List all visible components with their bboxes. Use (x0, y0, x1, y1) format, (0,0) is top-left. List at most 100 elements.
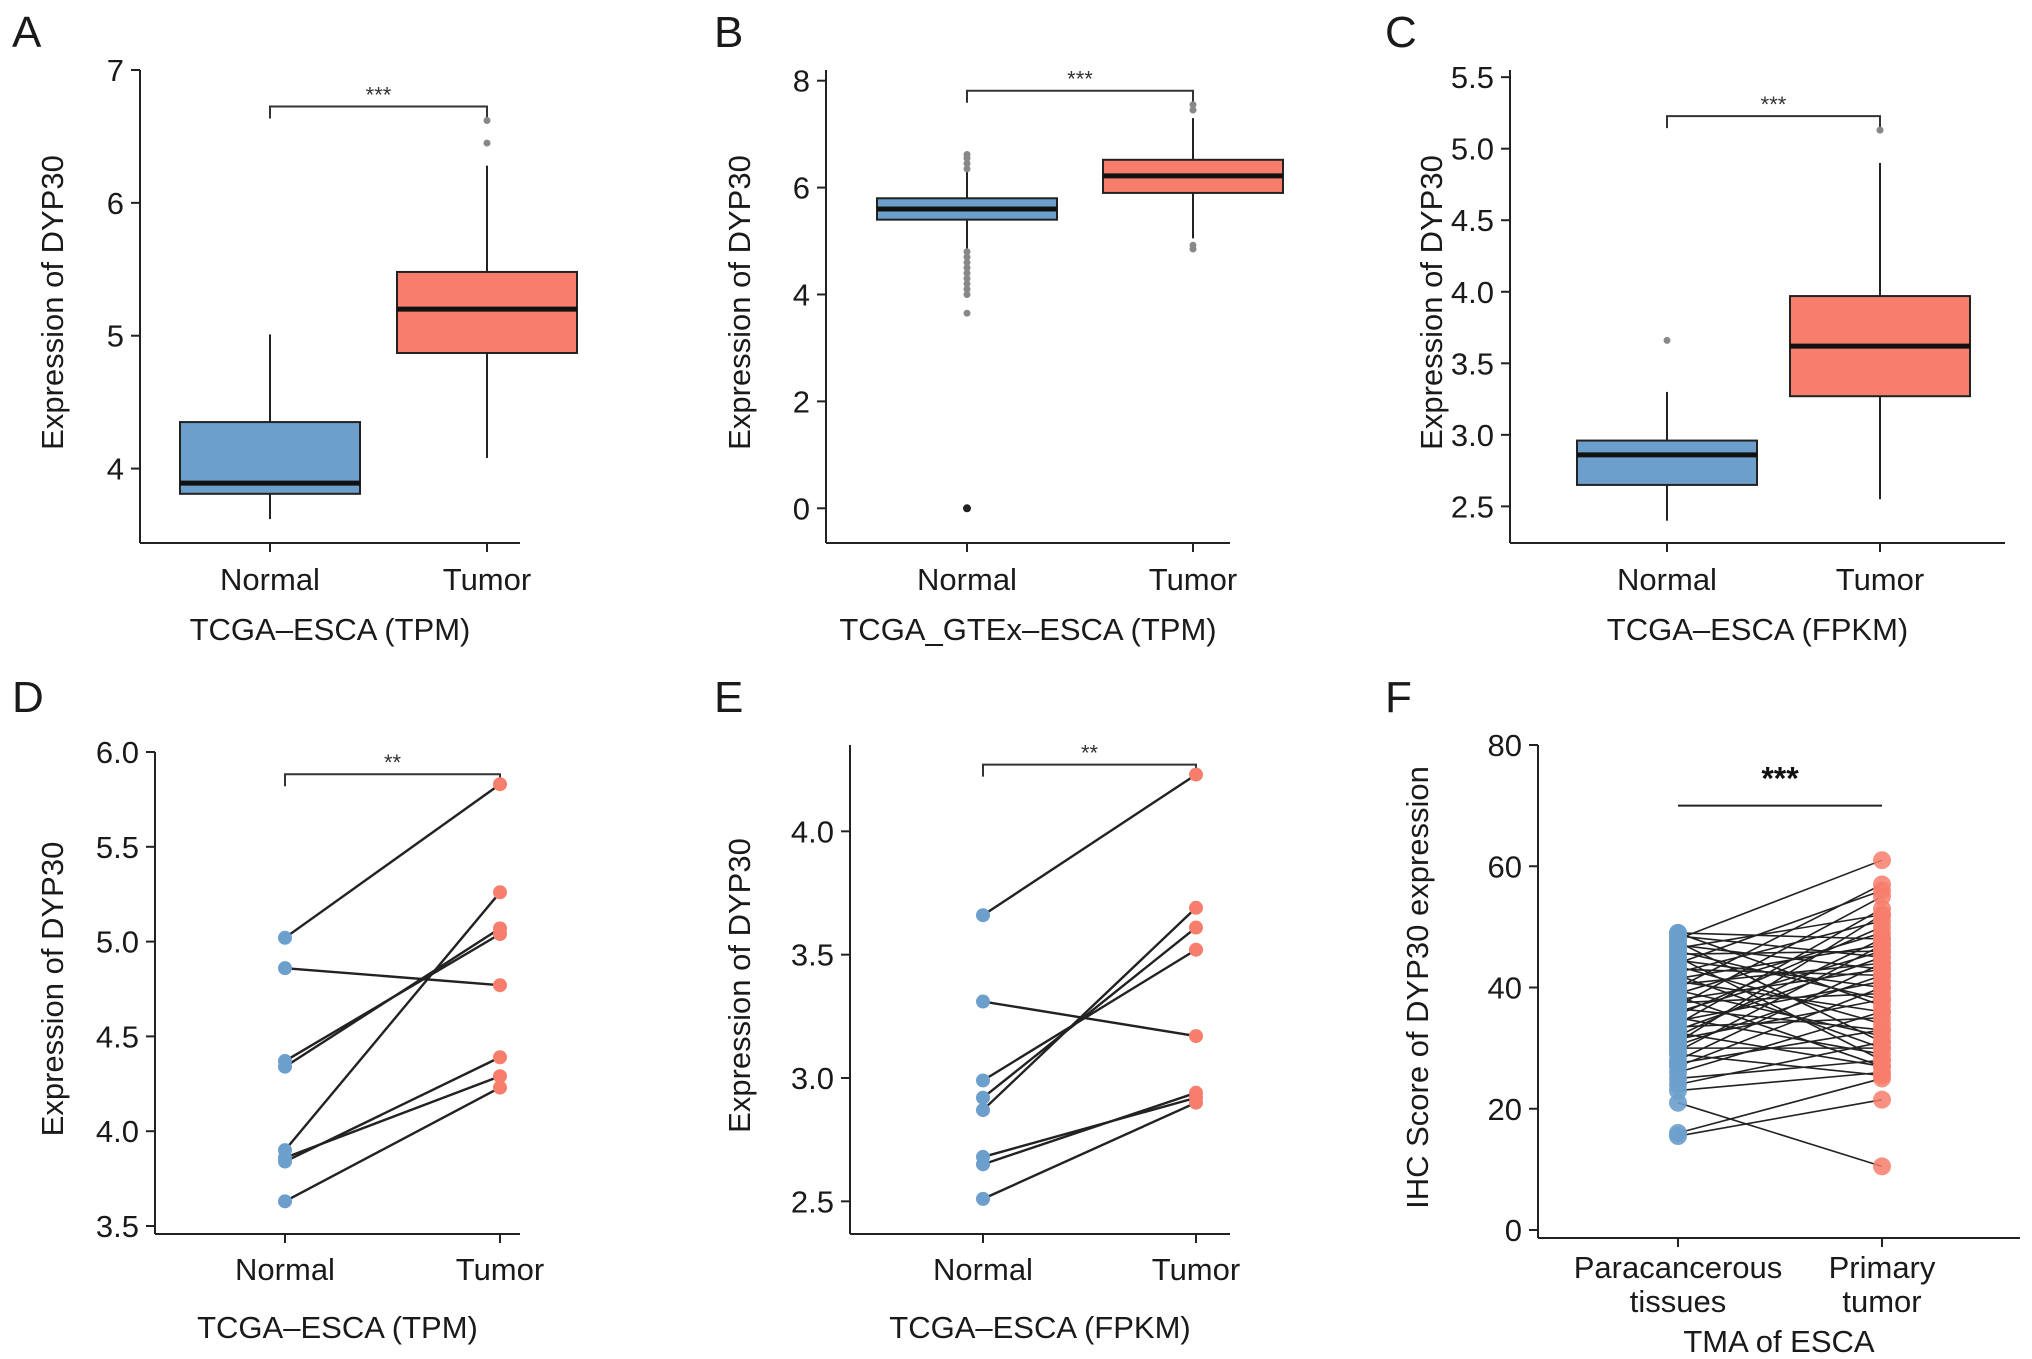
panel-letter: D (12, 673, 44, 722)
significance-label: ** (384, 750, 402, 775)
pair-line (1677, 914, 1883, 1043)
pair-line (1677, 1010, 1883, 1074)
box-tumor (1102, 101, 1284, 253)
pair-line (284, 783, 501, 939)
x-axis-label: TCGA–ESCA (TPM) (190, 612, 471, 647)
pair-line (1677, 995, 1883, 1068)
panel-letter: B (714, 8, 743, 57)
pair-line (1677, 1041, 1883, 1086)
panel-b: B 0 2 4 6 8 Normal Tumor TCGA_GTEx–ESCA (TPM) Exp… (714, 8, 1284, 647)
pair-line (284, 891, 501, 1151)
y-tick-label: 20 (1488, 1092, 1522, 1127)
pair-line (1677, 859, 1883, 940)
pair-line (1677, 956, 1883, 1061)
y-tick-label: 3.5 (1451, 346, 1494, 381)
y-tick-label: 7 (107, 53, 124, 88)
y-tick-label: 60 (1488, 849, 1522, 884)
tumor-point (1189, 942, 1203, 957)
y-tick-label: 6 (107, 186, 124, 221)
pair-line (1677, 1077, 1883, 1134)
outlier-point (963, 160, 971, 168)
x-axis-label: TMA of ESCA (1683, 1324, 1875, 1359)
pair-line (1677, 1071, 1883, 1092)
pair-line (1677, 980, 1883, 1013)
tumor-point (1189, 920, 1203, 935)
y-tick-label: 0 (1505, 1213, 1522, 1248)
normal-point (278, 1154, 292, 1169)
normal-point (976, 908, 990, 923)
outlier-point (963, 150, 971, 158)
tumor-point (1873, 851, 1891, 870)
pair-line (982, 926, 1197, 1099)
pair-line (1677, 959, 1883, 989)
tumor-point (1189, 767, 1203, 782)
pair-line (1677, 913, 1883, 949)
y-tick-label: 4.0 (791, 814, 834, 849)
pair-line (982, 906, 1197, 1111)
x-axis-label: TCGA–ESCA (FPKM) (1607, 612, 1908, 647)
x-tick-label: Paracancerous tissues (1574, 1250, 1783, 1319)
normal-point (976, 1157, 990, 1172)
normal-point (1669, 923, 1687, 942)
y-axis-label: Expression of DYP30 (722, 838, 757, 1133)
y-tick-label: 4.0 (1451, 275, 1494, 310)
pair-line (1677, 974, 1883, 1049)
y-tick-label: 3.5 (96, 1209, 139, 1244)
tumor-point (1873, 881, 1891, 900)
significance-label: *** (1761, 761, 1799, 797)
y-tick-label: 80 (1488, 728, 1522, 763)
pair-line (1677, 1059, 1883, 1080)
pair-line (1677, 944, 1883, 971)
x-tick-label: Tumor (456, 1252, 544, 1287)
outlier-point (963, 248, 971, 256)
y-tick-label: 4.5 (1451, 203, 1494, 238)
y-tick-label: 3.5 (791, 938, 834, 973)
outlier-point (483, 139, 491, 147)
normal-point (976, 1073, 990, 1088)
y-tick-label: 4 (107, 452, 124, 487)
tumor-point (493, 777, 507, 792)
tumor-point (493, 978, 507, 993)
y-axis-label: Expression of DYP30 (722, 155, 757, 450)
x-tick-label: Normal (1617, 562, 1717, 597)
y-tick-label: 4.5 (96, 1019, 139, 1054)
pair-line (284, 927, 501, 1068)
significance-label: ** (1081, 741, 1099, 766)
y-tick-label: 40 (1488, 971, 1522, 1006)
pair-line (1677, 926, 1883, 1016)
panel-a: A 4 5 6 7 Normal Tumor TCGA–ESCA (TPM) Expressio… (12, 8, 578, 647)
x-tick-label: Tumor (1836, 562, 1924, 597)
box-iqr (1576, 439, 1758, 486)
outlier-point (963, 285, 971, 293)
pair-line (1677, 941, 1883, 1043)
tumor-point (1873, 1033, 1891, 1052)
normal-point (976, 1103, 990, 1118)
pair-line (1677, 907, 1883, 1025)
pair-line (1677, 950, 1883, 955)
x-tick-label: Tumor (1152, 1252, 1240, 1287)
tumor-point (1873, 905, 1891, 924)
tumor-point (1873, 1157, 1891, 1176)
tumor-point (1873, 948, 1891, 967)
panel-letter: F (1385, 673, 1412, 722)
y-tick-label: 5.5 (1451, 60, 1494, 95)
box-iqr (396, 270, 578, 354)
x-tick-label: Normal (933, 1252, 1033, 1287)
y-tick-label: 5.5 (96, 830, 139, 865)
panel-d: D 3.5 4.0 4.5 5.0 5.5 6.0 Normal Tumor TCGA–ESCA … (12, 673, 544, 1345)
outlier-point (1663, 336, 1671, 344)
x-axis-label: TCGA–ESCA (TPM) (197, 1310, 478, 1345)
tumor-point (1873, 1014, 1891, 1033)
outlier-point (963, 269, 971, 277)
y-tick-label: 5.0 (1451, 132, 1494, 167)
tumor-point (1189, 1029, 1203, 1044)
y-tick-label: 5 (107, 319, 124, 354)
pair-line (1677, 932, 1883, 940)
pair-line (1677, 968, 1883, 977)
y-axis-label: Expression of DYP30 (35, 155, 70, 450)
outlier-point (963, 290, 971, 298)
pair-line (1677, 1032, 1883, 1068)
box-normal (876, 150, 1058, 513)
y-tick-label: 2.5 (791, 1184, 834, 1219)
tumor-point (1873, 1051, 1891, 1070)
